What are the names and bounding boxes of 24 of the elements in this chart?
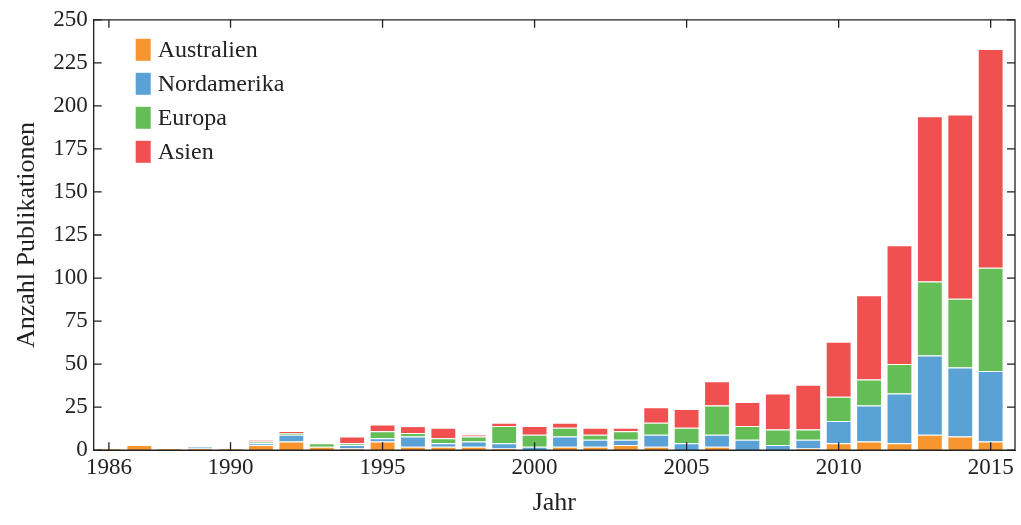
x-tick-label: 1986 [85,454,132,480]
y-tick-label: 250 [53,5,88,31]
legend-label: Nordamerika [157,70,285,97]
legend-label: Australien [157,36,258,63]
y-tick-label: 0 [76,436,88,462]
x-axis-title: Jahr [532,487,577,517]
y-tick-label: 225 [53,48,88,74]
y-axis-title: Anzahl Publikationen [11,121,41,349]
y-tick-label: 175 [53,134,88,160]
x-tick-label: 2000 [511,454,558,480]
y-tick-label: 200 [53,91,88,117]
x-tick-label: 1990 [207,454,254,480]
y-tick-label: 50 [64,350,88,376]
y-tick-label: 100 [53,264,88,290]
x-tick-label: 2015 [967,454,1014,480]
y-tick-label: 125 [53,221,88,247]
legend-label: Europa [157,104,228,131]
x-tick-label: 2005 [663,454,710,480]
x-tick-label: 2010 [815,454,862,480]
y-tick-label: 150 [53,178,88,204]
y-tick-label: 75 [64,307,88,333]
y-tick-label: 25 [64,393,88,419]
legend-label: Asien [157,138,214,165]
x-tick-label: 1995 [359,454,406,480]
